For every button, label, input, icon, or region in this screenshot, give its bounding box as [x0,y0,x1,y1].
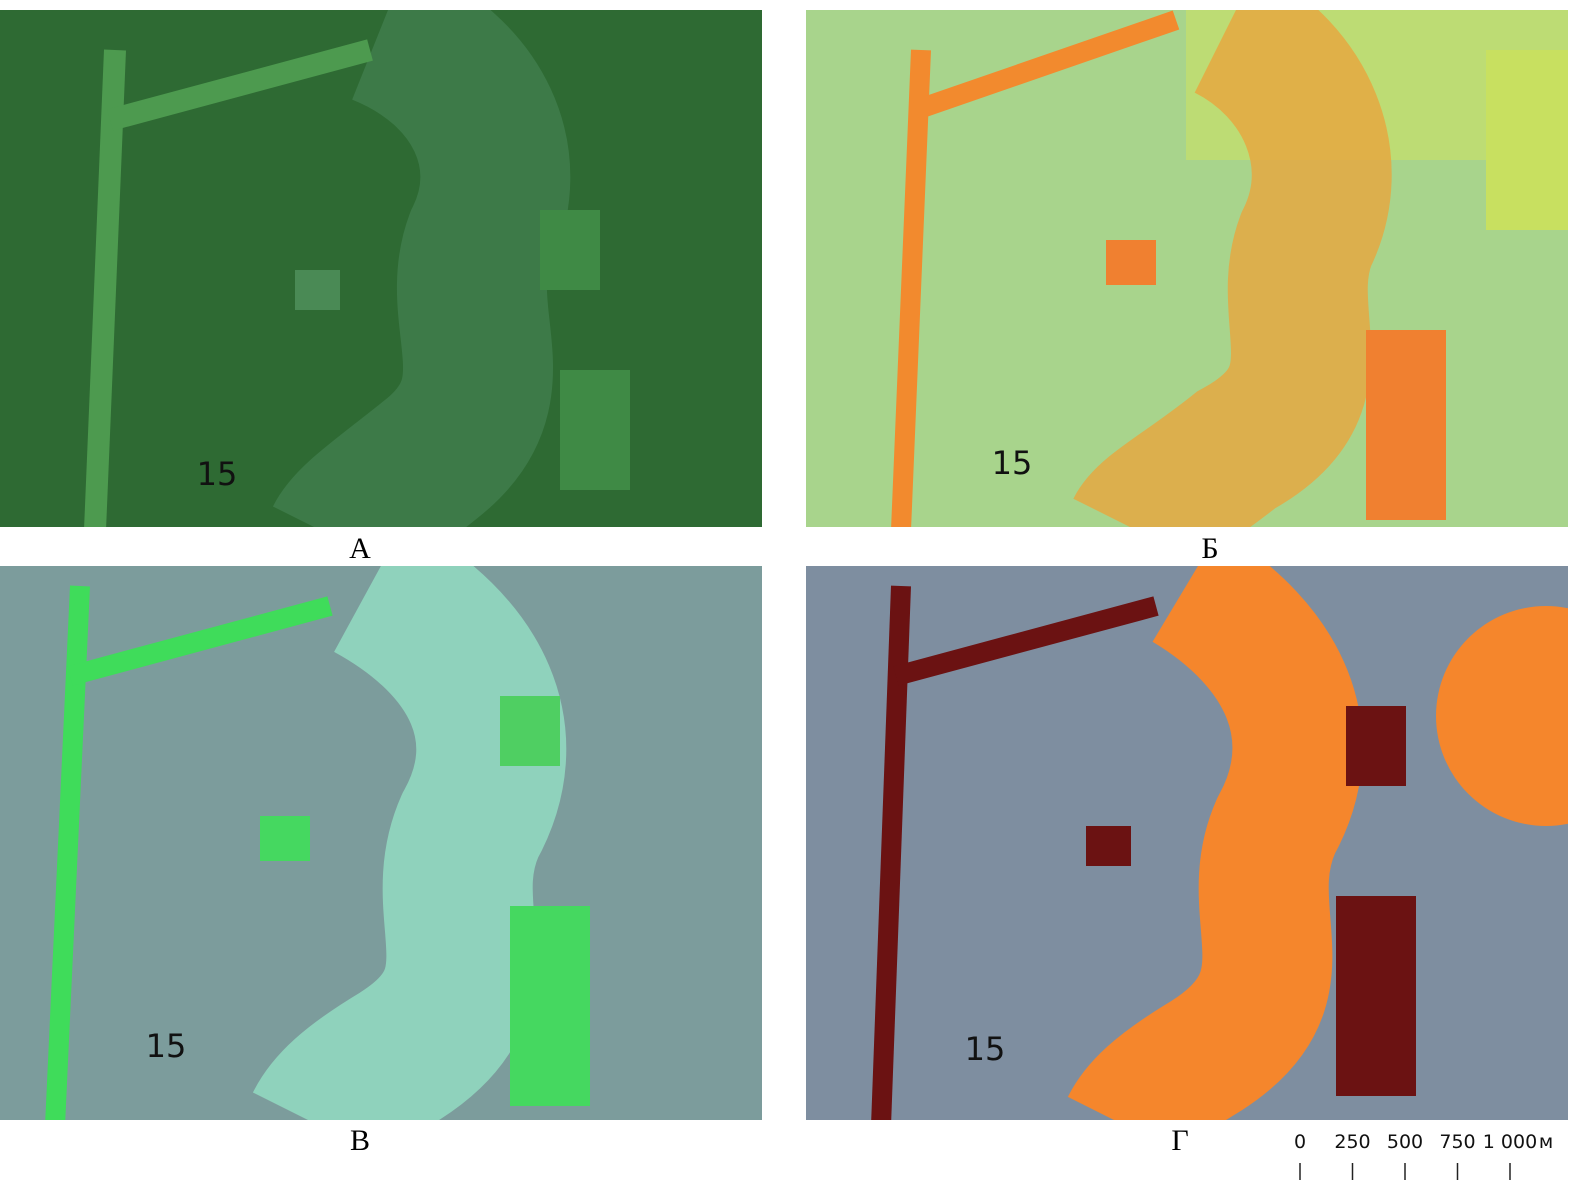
area-marker: 15 [197,455,238,493]
area-marker: 15 [965,1030,1006,1068]
figure: А Б В Г 15 15 15 15 0 250 500 750 1 000м [0,0,1587,1193]
panel-label: В [350,1124,370,1157]
scale-label: 750 [1439,1131,1475,1153]
panel-c-image [0,566,762,1126]
scale-label: 0 [1294,1131,1306,1153]
scale-label: 250 [1334,1131,1370,1153]
area-marker: 15 [146,1027,187,1065]
panel-label: Г [1171,1124,1188,1157]
scale-label: 1 000 [1483,1131,1537,1153]
scale-label: 500 [1387,1131,1423,1153]
area-marker: 15 [992,444,1033,482]
panel-d-image [806,566,1587,1126]
panel-b-image [806,10,1568,530]
panel-label: Б [1201,532,1218,565]
panel-a-image [0,10,762,540]
scale-unit: м [1539,1131,1553,1153]
panel-label: А [349,532,371,565]
